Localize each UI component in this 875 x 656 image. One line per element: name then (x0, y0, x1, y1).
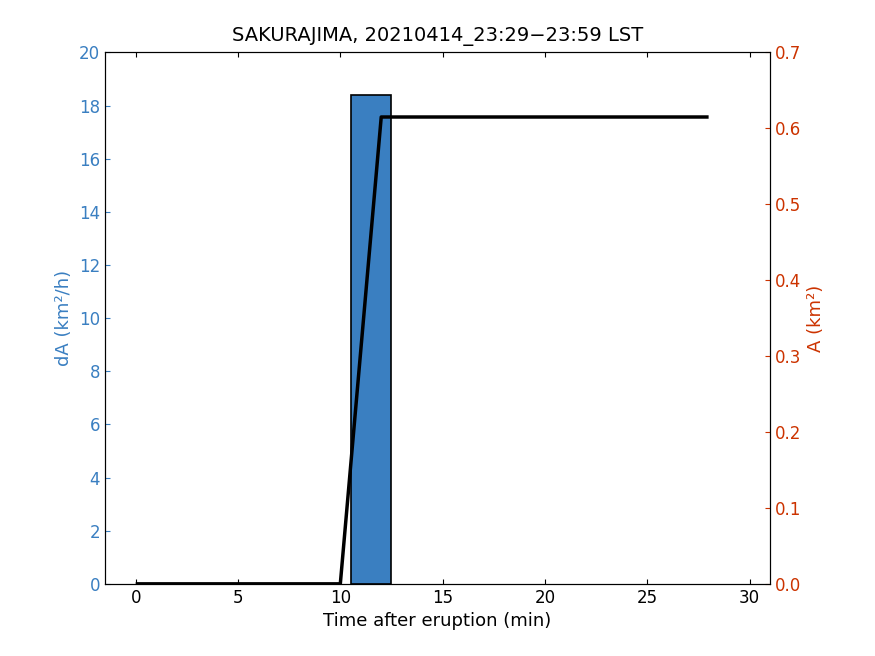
Title: SAKURAJIMA, 20210414_23:29−23:59 LST: SAKURAJIMA, 20210414_23:29−23:59 LST (232, 28, 643, 47)
X-axis label: Time after eruption (min): Time after eruption (min) (324, 612, 551, 630)
Y-axis label: dA (km²/h): dA (km²/h) (55, 270, 74, 366)
Y-axis label: A (km²): A (km²) (807, 285, 825, 352)
Bar (351, 95, 391, 584)
